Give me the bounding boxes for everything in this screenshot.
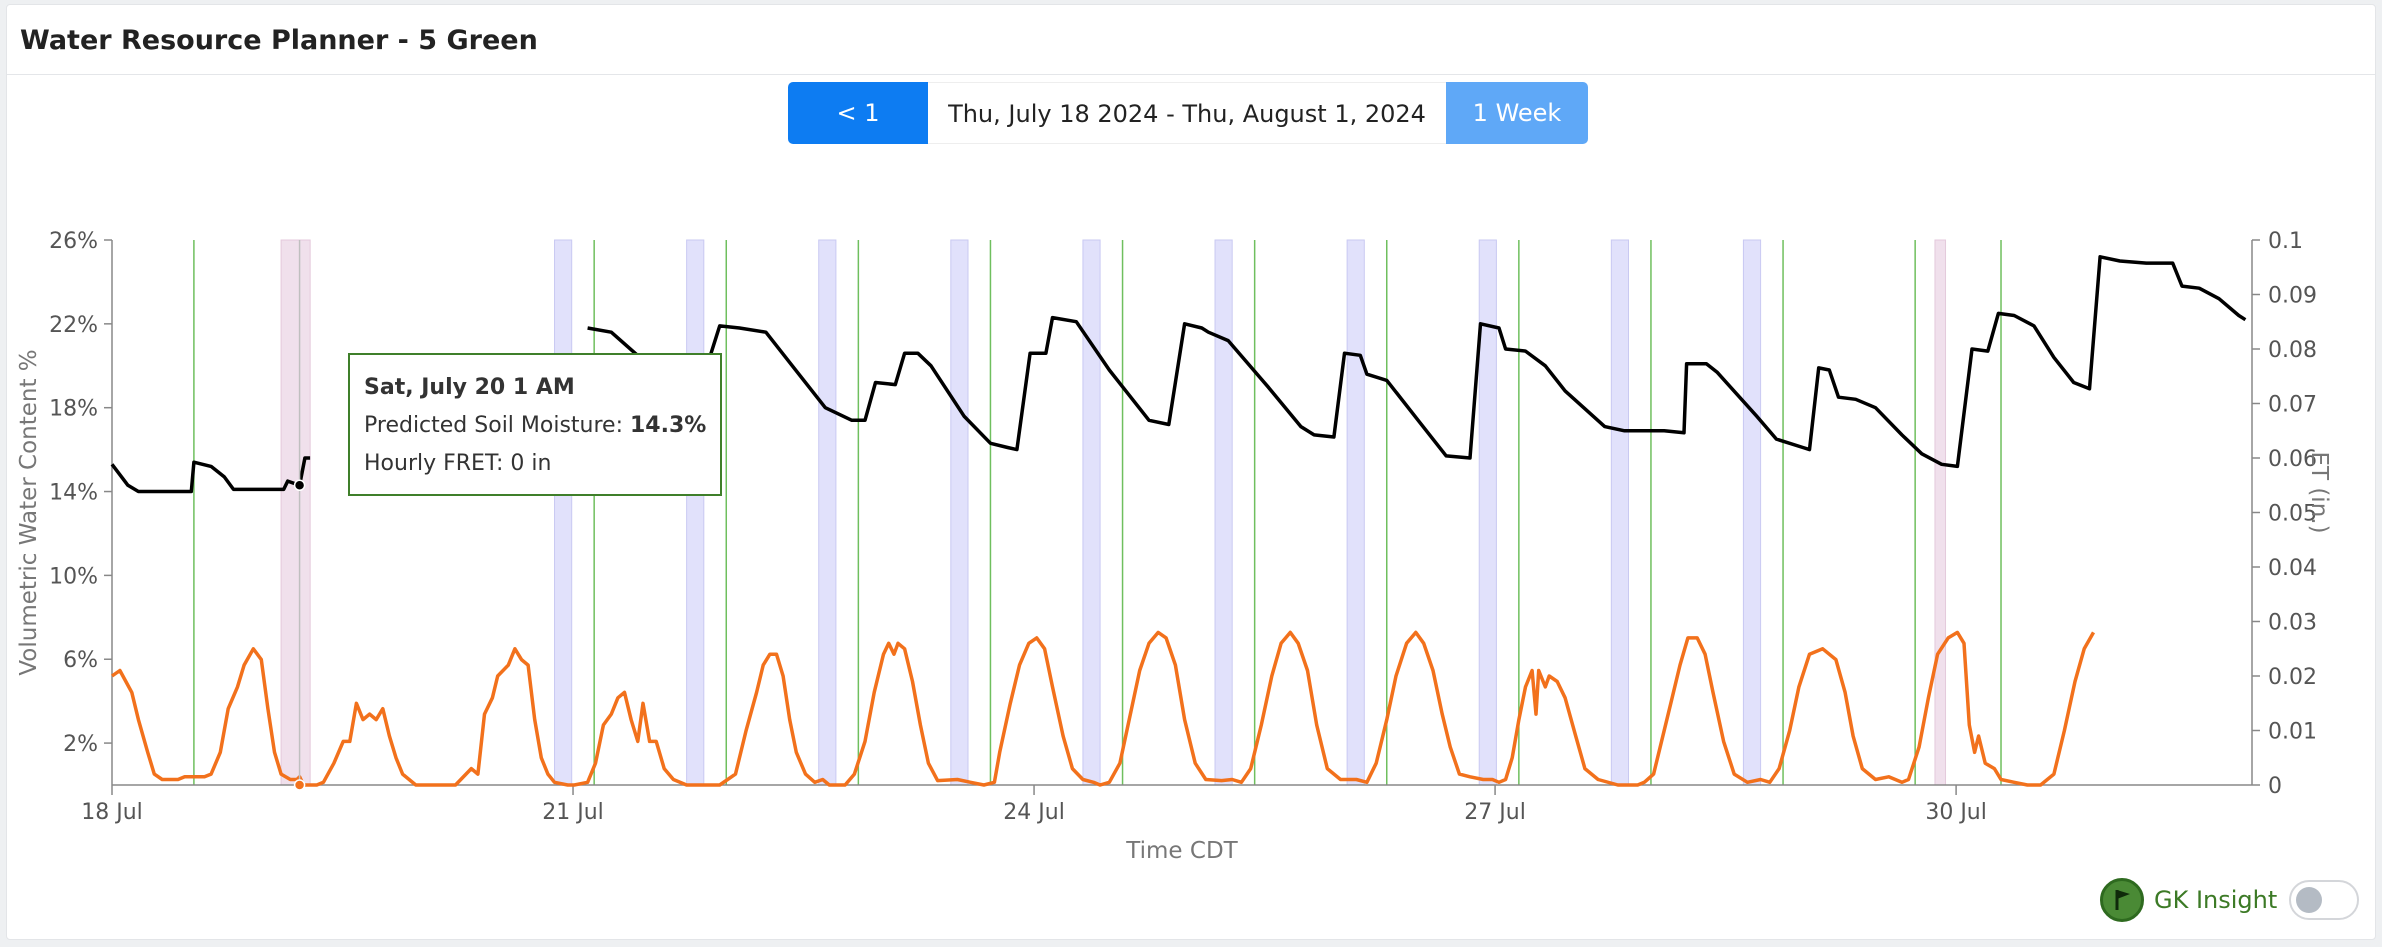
y-right-tick-label: 0.01 <box>2268 720 2317 745</box>
gk-insight-label: GK Insight <box>2154 886 2278 914</box>
hover-point-et <box>293 779 306 791</box>
hover-point-moisture <box>293 479 306 491</box>
series-lines <box>110 240 2247 791</box>
irrigation-band <box>1610 239 1629 786</box>
y-right-tick-label: 0.08 <box>2268 338 2317 363</box>
y-right-tick-label: 0.05 <box>2268 502 2317 527</box>
y-left-tick-label: 14% <box>49 481 98 506</box>
irrigation-band <box>1478 239 1497 786</box>
y-left-tick-label: 6% <box>63 648 98 673</box>
y-left-tick-label: 18% <box>49 397 98 422</box>
x-axis-title: Time CDT <box>1125 838 1238 864</box>
y-right-tick-label: 0 <box>2268 774 2282 799</box>
irrigation-band <box>1742 239 1762 786</box>
y-right-tick-label: 0.06 <box>2268 447 2317 472</box>
x-tick-label: 18 Jul <box>81 800 143 825</box>
rain-band <box>1934 239 1947 786</box>
y-right-tick-label: 0.1 <box>2268 229 2303 254</box>
toggle-knob <box>2296 887 2323 913</box>
x-tick-label: 24 Jul <box>1003 800 1065 825</box>
tooltip-title: Sat, July 20 1 AM <box>364 375 575 400</box>
et-series-line <box>111 630 2096 787</box>
irrigation-band <box>1346 239 1365 786</box>
panel-header: Water Resource Planner - 5 Green <box>7 5 2375 75</box>
axes: 2% 6% 10% 14% 18% 22% 26% 0 0.01 0.02 0.03 0.04 0.05… <box>49 229 2317 825</box>
y-right-tick-label: 0.03 <box>2268 611 2317 636</box>
y-right-tick-label: 0.07 <box>2268 393 2317 418</box>
flag-icon <box>2100 878 2144 922</box>
previous-week-button[interactable]: < 1 Week <box>788 82 928 144</box>
x-tick-label: 30 Jul <box>1925 800 1987 825</box>
soil-moisture-line <box>110 456 311 494</box>
irrigation-band <box>950 239 969 786</box>
y-axis-left-title: Volumetric Water Content % <box>16 349 42 675</box>
tooltip-moisture-value: 14.3% <box>630 413 707 438</box>
soil-moisture-line <box>587 255 2247 469</box>
date-range-label: Thu, July 18 2024 - Thu, August 1, 2024 <box>928 82 1446 144</box>
irrigation-band <box>686 239 705 786</box>
y-right-tick-label: 0.02 <box>2268 665 2317 690</box>
y-right-tick-label: 0.04 <box>2268 556 2317 581</box>
gk-insight-control: GK Insight <box>2100 876 2360 924</box>
event-bands <box>193 239 2002 786</box>
y-left-tick-label: 10% <box>49 564 98 589</box>
irrigation-band <box>1082 239 1101 786</box>
rain-band <box>280 239 311 786</box>
x-tick-label: 27 Jul <box>1464 800 1526 825</box>
tooltip-fret: Hourly FRET: 0 in <box>364 451 552 476</box>
chart-tooltip: Sat, July 20 1 AM Predicted Soil Moistur… <box>348 353 722 496</box>
week-navigation: < 1 Week Thu, July 18 2024 - Thu, August… <box>788 82 1588 144</box>
next-week-button[interactable]: 1 Week > <box>1446 82 1588 144</box>
gk-insight-toggle[interactable] <box>2289 880 2360 920</box>
y-left-tick-label: 26% <box>49 229 98 254</box>
tooltip-moisture-label: Predicted Soil Moisture: <box>364 413 630 438</box>
y-right-tick-label: 0.09 <box>2268 284 2317 309</box>
panel-title: Water Resource Planner - 5 Green <box>20 25 538 56</box>
x-tick-label: 21 Jul <box>542 800 604 825</box>
y-left-tick-label: 22% <box>49 313 98 338</box>
irrigation-band <box>554 239 573 786</box>
y-axis-right-title: ET (in.) <box>2306 451 2332 533</box>
y-left-tick-label: 2% <box>63 732 98 757</box>
tooltip-moisture: Predicted Soil Moisture: 14.3% <box>364 407 706 445</box>
irrigation-band <box>1214 239 1233 786</box>
irrigation-band <box>818 239 837 786</box>
